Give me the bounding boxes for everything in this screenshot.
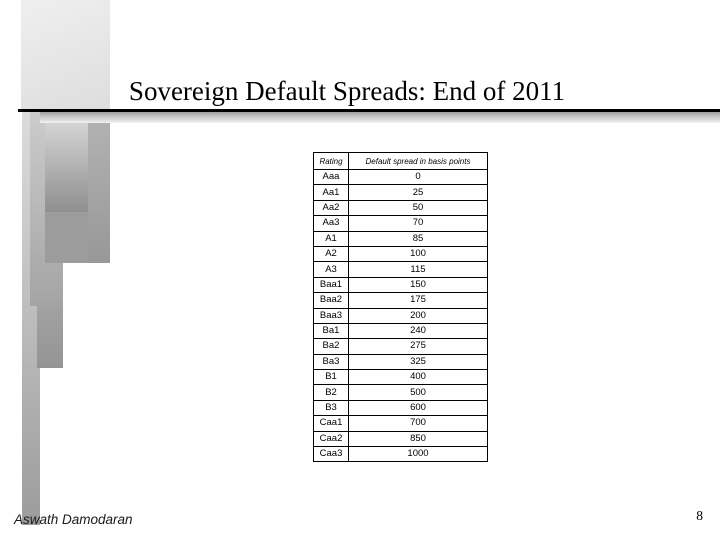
table-row: Caa2 850 xyxy=(313,430,488,448)
spread-cell: 70 xyxy=(348,215,488,232)
spread-cell: 0 xyxy=(348,168,488,186)
spread-cell: 850 xyxy=(348,430,488,448)
table-row: Ba2 275 xyxy=(313,338,488,355)
rating-cell: Caa1 xyxy=(313,415,349,432)
spread-cell: 500 xyxy=(348,384,488,401)
spread-cell: 115 xyxy=(348,261,488,278)
table-row: Aaa 0 xyxy=(313,168,488,186)
table-header-row: Rating Default spread in basis points xyxy=(313,152,488,170)
footer-author: Aswath Damodaran xyxy=(14,512,133,527)
spread-table-body: Aaa 0 Aa1 25 Aa2 50 Aa3 70 A1 85 A2 100 … xyxy=(313,168,488,463)
rating-header-cell: Rating xyxy=(313,152,349,170)
rating-cell: B1 xyxy=(313,369,349,386)
spread-cell: 400 xyxy=(348,369,488,386)
spread-cell: 175 xyxy=(348,292,488,309)
rating-cell: B3 xyxy=(313,399,349,417)
decor-top-rectangle xyxy=(21,0,110,112)
spread-cell: 85 xyxy=(348,230,488,247)
rating-cell: Ba1 xyxy=(313,322,349,340)
spread-cell: 200 xyxy=(348,307,488,324)
decor-lower-step xyxy=(37,306,63,368)
rating-cell: Caa2 xyxy=(313,430,349,448)
rating-cell: A2 xyxy=(313,245,349,263)
spread-cell: 325 xyxy=(348,353,488,371)
table-row: A3 115 xyxy=(313,261,488,278)
title-rule-gradient xyxy=(40,112,720,123)
table-row: Baa2 175 xyxy=(313,292,488,309)
table-row: Caa1 700 xyxy=(313,415,488,432)
decor-dark-column xyxy=(88,112,110,263)
decor-middle-fill xyxy=(45,212,88,263)
table-row: Ba3 325 xyxy=(313,353,488,371)
rating-cell: Aaa xyxy=(313,168,349,186)
table-row: Baa3 200 xyxy=(313,307,488,324)
page-number: 8 xyxy=(696,508,703,523)
spread-table: Rating Default spread in basis points Aa… xyxy=(313,152,488,463)
decor-middle-rectangle xyxy=(45,112,88,212)
spread-cell: 240 xyxy=(348,322,488,340)
spread-cell: 50 xyxy=(348,199,488,217)
spread-cell: 600 xyxy=(348,399,488,417)
rating-cell: Ba2 xyxy=(313,338,349,355)
table-row: A1 85 xyxy=(313,230,488,247)
rating-cell: Ba3 xyxy=(313,353,349,371)
title-rule-black xyxy=(18,109,720,112)
table-row: Ba1 240 xyxy=(313,322,488,340)
rating-cell: Aa1 xyxy=(313,184,349,201)
table-row: Aa1 25 xyxy=(313,184,488,201)
rating-cell: Baa3 xyxy=(313,307,349,324)
table-row: B3 600 xyxy=(313,399,488,417)
table-row: B1 400 xyxy=(313,369,488,386)
spread-cell: 275 xyxy=(348,338,488,355)
rating-cell: Aa3 xyxy=(313,215,349,232)
table-row: Aa2 50 xyxy=(313,199,488,217)
table-row: Caa3 1000 xyxy=(313,446,488,463)
slide-title: Sovereign Default Spreads: End of 2011 xyxy=(128,76,566,106)
spread-table-head: Rating Default spread in basis points xyxy=(313,152,488,170)
rating-cell: A1 xyxy=(313,230,349,247)
table-row: Aa3 70 xyxy=(313,215,488,232)
rating-cell: Aa2 xyxy=(313,199,349,217)
rating-cell: A3 xyxy=(313,261,349,278)
spread-cell: 100 xyxy=(348,245,488,263)
spread-header-cell: Default spread in basis points xyxy=(348,152,488,170)
rating-cell: Baa1 xyxy=(313,276,349,294)
rating-cell: Baa2 xyxy=(313,292,349,309)
table-row: B2 500 xyxy=(313,384,488,401)
spread-cell: 700 xyxy=(348,415,488,432)
rating-cell: Caa3 xyxy=(313,446,349,463)
table-row: Baa1 150 xyxy=(313,276,488,294)
spread-cell: 150 xyxy=(348,276,488,294)
table-row: A2 100 xyxy=(313,245,488,263)
spread-cell: 1000 xyxy=(348,446,488,463)
spread-cell: 25 xyxy=(348,184,488,201)
rating-cell: B2 xyxy=(313,384,349,401)
